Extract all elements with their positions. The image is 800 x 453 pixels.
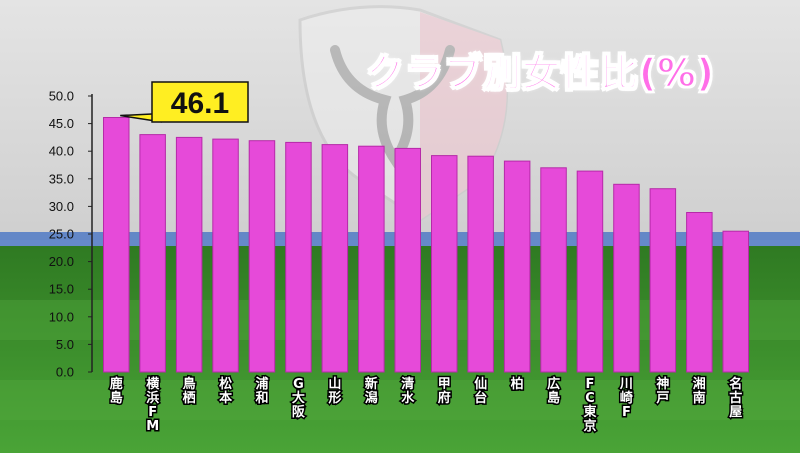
bar: [431, 155, 458, 373]
x-tick-label: 甲府: [438, 377, 451, 406]
y-tick-label: 10.0: [49, 309, 74, 324]
y-tick-label: 25.0: [49, 227, 74, 242]
x-tick-label: 広島: [547, 376, 560, 406]
x-tick-label: 名古屋: [729, 376, 742, 420]
x-tick-label: 仙台: [474, 376, 487, 406]
y-tick-label: 50.0: [49, 89, 74, 104]
bar: [212, 138, 239, 373]
y-tick-label: 5.0: [56, 337, 74, 352]
x-tick-label: F C 東京: [583, 377, 596, 434]
y-tick-label: 45.0: [49, 116, 74, 131]
bar: [613, 183, 640, 373]
y-axis: 0.0 5.0 10.0 15.0 20.0 25.0 30.0 35.0 40.0 45.0 50…: [49, 89, 93, 380]
x-tick-label: G 大阪: [292, 377, 306, 420]
y-tick-label: 20.0: [49, 254, 74, 269]
bar: [358, 145, 385, 373]
bar: [248, 140, 276, 373]
x-tick-label: 鹿島: [110, 376, 123, 406]
chart-title: クラブ別女性比(%): [365, 50, 715, 96]
x-tick-label: 山形: [328, 376, 341, 406]
bar: [321, 144, 349, 373]
x-tick-label: 清水: [401, 376, 415, 406]
y-tick-label: 15.0: [49, 282, 74, 297]
x-tick-label: 川崎 F: [619, 377, 633, 420]
x-tick-label: 神戸: [656, 376, 669, 406]
pitch-stripe: [0, 380, 800, 420]
bar: [394, 147, 421, 373]
x-tick-label: 鳥栖: [183, 376, 196, 406]
bar: [285, 141, 312, 373]
bar: [175, 136, 203, 373]
y-tick-label: 30.0: [49, 199, 74, 214]
bar: [540, 167, 567, 373]
bar: [686, 212, 713, 373]
x-tick-label: 柏: [511, 376, 524, 392]
callout-value: 46.1: [171, 87, 229, 120]
x-tick-label: 松本: [219, 376, 232, 406]
bar: [467, 155, 494, 373]
bar: [649, 188, 677, 373]
bar: [139, 134, 166, 373]
x-tick-label: 新潟: [365, 376, 378, 406]
bar: [722, 230, 749, 373]
value-callout: 46.1: [120, 81, 249, 123]
bar: [576, 170, 604, 373]
y-tick-label: 0.0: [56, 365, 74, 380]
bars: [103, 117, 749, 373]
x-tick-label: 湘南: [693, 376, 706, 406]
x-tick-label: 横浜 F M: [146, 376, 160, 434]
x-tick-label: 浦和: [255, 376, 268, 406]
bar: [503, 160, 531, 373]
bar: [103, 117, 130, 373]
y-tick-label: 35.0: [49, 171, 74, 186]
callout-box: [151, 81, 249, 123]
y-tick-label: 40.0: [49, 144, 74, 159]
